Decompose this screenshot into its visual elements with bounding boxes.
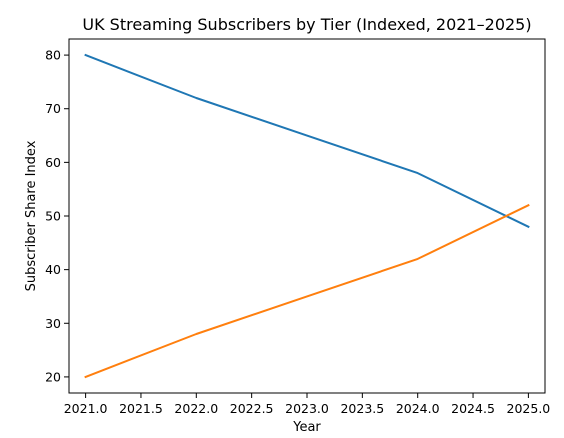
x-tick-label: 2023.0 [285, 401, 329, 416]
y-tick-label: 80 [45, 48, 61, 63]
y-axis-label: Subscriber Share Index [24, 140, 39, 291]
x-tick-label: 2022.5 [230, 401, 274, 416]
y-tick-label: 20 [45, 369, 61, 384]
x-tick-label: 2023.5 [340, 401, 384, 416]
y-tick-label: 70 [45, 101, 61, 116]
x-tick-label: 2022.0 [174, 401, 218, 416]
x-tick-label: 2024.0 [396, 401, 440, 416]
y-tick-label: 60 [45, 155, 61, 170]
y-tick-label: 40 [45, 262, 61, 277]
y-tick-label: 30 [45, 316, 61, 331]
x-tick-label: 2025.0 [507, 401, 551, 416]
x-axis: 2021.0 2021.5 2022.0 2022.5 2023.0 2023.5 2024… [64, 393, 551, 416]
series-line-1 [84, 53, 530, 229]
series-line-2 [84, 203, 530, 379]
y-tick-label: 50 [45, 209, 61, 224]
x-axis-label: Year [292, 420, 321, 435]
axes-frame [68, 38, 546, 394]
chart-title: UK Streaming Subscribers by Tier (Indexe… [82, 15, 531, 34]
x-tick-label: 2021.5 [119, 401, 163, 416]
x-tick-label: 2021.0 [64, 401, 108, 416]
x-tick-label: 2024.5 [451, 401, 495, 416]
y-axis: 20 30 40 50 60 70 80 [45, 48, 69, 384]
plot-area [84, 53, 530, 379]
